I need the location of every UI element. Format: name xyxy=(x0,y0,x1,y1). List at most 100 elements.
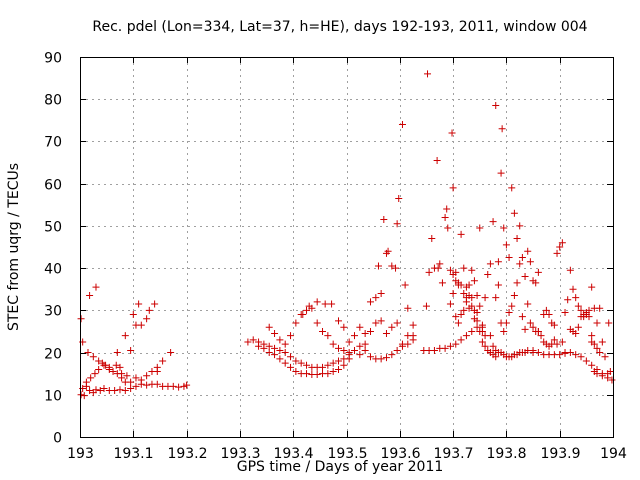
data-point xyxy=(100,361,108,369)
data-point xyxy=(446,300,454,308)
data-point xyxy=(123,372,131,380)
data-point xyxy=(86,292,94,300)
data-point xyxy=(388,323,396,331)
data-point xyxy=(505,254,513,262)
data-point xyxy=(109,368,117,376)
data-point xyxy=(271,351,279,359)
plot-frame xyxy=(80,57,614,438)
data-point xyxy=(265,323,273,331)
data-point xyxy=(132,382,140,390)
data-point xyxy=(380,216,388,224)
data-point xyxy=(112,361,120,369)
data-point xyxy=(425,268,433,276)
data-point xyxy=(596,304,604,312)
data-point xyxy=(393,319,401,327)
data-point xyxy=(550,321,558,329)
data-point xyxy=(113,349,121,357)
y-tick-label: 20 xyxy=(44,347,62,363)
data-point xyxy=(404,340,412,348)
data-point xyxy=(377,317,385,325)
data-point xyxy=(572,330,580,338)
data-point xyxy=(430,346,438,354)
data-point xyxy=(137,376,145,384)
data-point xyxy=(167,349,175,357)
data-points xyxy=(77,70,616,400)
data-point xyxy=(276,355,284,363)
data-point xyxy=(287,363,295,371)
data-point xyxy=(434,264,442,272)
data-point xyxy=(89,353,97,361)
data-point xyxy=(297,359,305,367)
data-point xyxy=(127,384,135,392)
x-axis-label: GPS time / Days of year 2011 xyxy=(237,459,444,475)
data-point xyxy=(129,311,137,319)
data-point xyxy=(350,332,358,340)
data-point xyxy=(151,300,159,308)
data-point xyxy=(388,262,396,270)
data-point xyxy=(574,323,582,331)
data-point xyxy=(588,361,596,369)
data-point xyxy=(350,346,358,354)
data-point xyxy=(561,308,569,316)
data-point xyxy=(372,294,380,302)
data-point xyxy=(345,338,353,346)
data-point xyxy=(553,249,561,257)
data-point xyxy=(281,340,289,348)
data-point xyxy=(335,357,343,365)
data-point xyxy=(143,315,151,323)
data-point xyxy=(366,327,374,335)
data-point xyxy=(292,368,300,376)
data-point xyxy=(566,266,574,274)
data-point xyxy=(105,365,113,373)
data-point xyxy=(577,353,585,361)
data-point xyxy=(92,386,100,394)
data-point xyxy=(526,319,534,327)
y-tick-label: 40 xyxy=(44,262,62,278)
data-point xyxy=(572,351,580,359)
data-point xyxy=(457,336,465,344)
data-point xyxy=(468,327,476,335)
data-point xyxy=(137,321,145,329)
data-point xyxy=(478,338,486,346)
data-point xyxy=(356,351,364,359)
data-point xyxy=(585,313,593,321)
data-point xyxy=(473,292,481,300)
data-point xyxy=(460,306,468,314)
data-point xyxy=(382,330,390,338)
data-point xyxy=(422,302,430,310)
data-point xyxy=(550,336,558,344)
data-point xyxy=(489,342,497,350)
data-point xyxy=(502,241,510,249)
data-point xyxy=(319,327,327,335)
data-point xyxy=(545,311,553,319)
data-point xyxy=(462,294,470,302)
data-point xyxy=(92,283,100,291)
data-point xyxy=(303,306,311,314)
data-point xyxy=(508,184,516,192)
data-point xyxy=(572,294,580,302)
data-point xyxy=(534,327,542,335)
data-point xyxy=(497,169,505,177)
data-point xyxy=(366,298,374,306)
data-point xyxy=(345,355,353,363)
data-point xyxy=(510,292,518,300)
x-tick-label: 193.8 xyxy=(486,446,526,462)
data-point xyxy=(484,270,492,278)
data-point xyxy=(505,308,513,316)
x-tick-label: 193.5 xyxy=(327,446,367,462)
data-point xyxy=(502,319,510,327)
x-tick-label: 193.6 xyxy=(380,446,420,462)
data-point xyxy=(516,222,524,230)
data-point xyxy=(143,381,151,389)
data-point xyxy=(328,300,336,308)
data-point xyxy=(582,308,590,316)
data-point xyxy=(532,279,540,287)
data-point xyxy=(96,387,104,395)
data-point xyxy=(577,306,585,314)
data-point xyxy=(335,317,343,325)
data-point xyxy=(95,357,103,365)
data-point xyxy=(441,344,449,352)
data-point xyxy=(392,264,400,272)
data-point xyxy=(593,344,601,352)
data-point xyxy=(159,357,167,365)
